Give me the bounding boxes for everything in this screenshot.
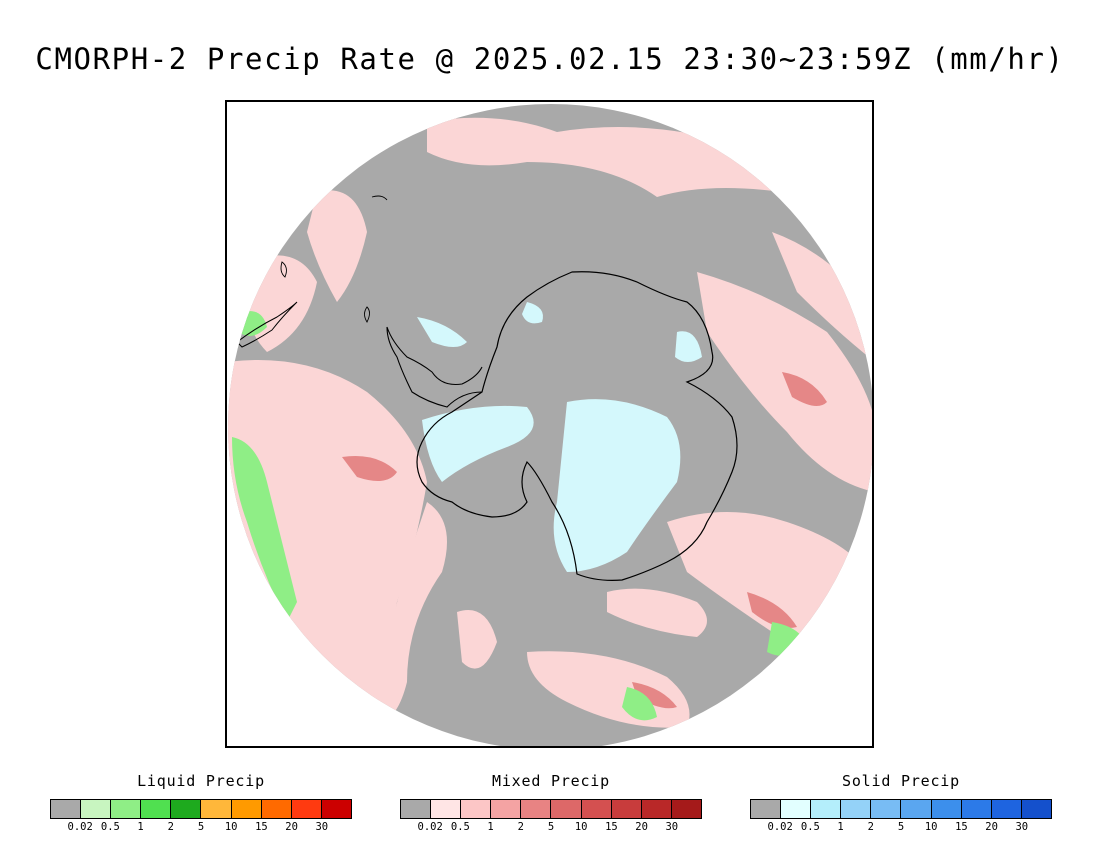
legend-swatch (991, 800, 1022, 818)
legend-colorbar (50, 799, 352, 819)
legend-tick-label: 15 (955, 821, 968, 833)
polar-precip-map (228, 104, 872, 746)
legend-tick-label: 2 (517, 821, 524, 833)
legend-tick-label: 2 (167, 821, 174, 833)
legend-ticks: 0.02 0.5 1 2 5 10 15 20 30 (400, 821, 702, 835)
legend-title: Mixed Precip (492, 772, 610, 790)
legend-tick-label: 5 (897, 821, 905, 833)
legend-tick-label: 10 (924, 821, 938, 833)
legend-tick-label: 1 (837, 821, 844, 833)
legend-tick-label: 2 (867, 821, 874, 833)
legend-tick-label: 0.02 (767, 821, 793, 833)
legend-swatch (401, 800, 432, 818)
legend-tick-label: 20 (985, 821, 998, 833)
legend-title: Solid Precip (842, 772, 960, 790)
legend-swatch (871, 800, 902, 818)
legend-tick-label: 5 (197, 821, 205, 833)
legend-swatch (141, 800, 172, 818)
legend-tick-label: 1 (487, 821, 494, 833)
legend-swatch (81, 800, 112, 818)
legend-swatch (961, 800, 992, 818)
legend-tick-label: 0.02 (67, 821, 93, 833)
solid-precip-legend: Solid Precip 0.02 0.5 1 2 5 10 15 20 30 (750, 772, 1052, 835)
legend-swatch (201, 800, 232, 818)
legend-ticks: 0.02 0.5 1 2 5 10 15 20 30 (750, 821, 1052, 835)
legend-swatch (841, 800, 872, 818)
legend-tick-label: 15 (255, 821, 268, 833)
legend-swatch (1021, 800, 1051, 818)
legend-swatch (521, 800, 552, 818)
legend-swatch (231, 800, 262, 818)
legend-swatch (431, 800, 462, 818)
legend-swatch (321, 800, 351, 818)
legend-tick-label: 30 (665, 821, 679, 833)
solid-precip-areas (417, 302, 702, 572)
legend-swatch (461, 800, 492, 818)
legend-swatch (171, 800, 202, 818)
legend-swatch (811, 800, 842, 818)
legend-swatch (581, 800, 612, 818)
legend-tick-label: 0.5 (800, 821, 820, 833)
legend-swatch (51, 800, 82, 818)
legend-swatch (751, 800, 782, 818)
legend-swatch (491, 800, 522, 818)
legend-colorbar (750, 799, 1052, 819)
mixed-precip-legend: Mixed Precip 0.02 0.5 1 2 5 10 15 20 30 (400, 772, 702, 835)
legend-swatch (291, 800, 322, 818)
map-panel (225, 100, 874, 748)
legend-tick-label: 0.5 (450, 821, 470, 833)
legend-tick-label: 1 (137, 821, 144, 833)
south-america-coastline (236, 301, 298, 348)
legend-tick-label: 30 (315, 821, 329, 833)
legend-swatch (551, 800, 582, 818)
legend-tick-label: 5 (547, 821, 555, 833)
legend-swatch (931, 800, 962, 818)
legend-swatch (781, 800, 812, 818)
legend-tick-label: 10 (224, 821, 238, 833)
antarctica-coastline (416, 271, 738, 581)
legend-tick-label: 20 (635, 821, 648, 833)
legend-swatch (261, 800, 292, 818)
legend-tick-label: 15 (605, 821, 618, 833)
liquid-precip-legend: Liquid Precip 0.02 0.5 1 2 5 10 15 20 30 (50, 772, 352, 835)
legend-title: Liquid Precip (137, 772, 265, 790)
legend-tick-label: 20 (285, 821, 298, 833)
legend-swatch (901, 800, 932, 818)
legend-tick-label: 0.5 (100, 821, 120, 833)
legend-swatch (611, 800, 642, 818)
legend-colorbar (400, 799, 702, 819)
legend-tick-label: 10 (574, 821, 588, 833)
legend-swatch (641, 800, 672, 818)
mixed-precip-moderate-areas (342, 372, 827, 709)
legend-tick-label: 30 (1015, 821, 1029, 833)
legend-tick-label: 0.02 (417, 821, 443, 833)
chart-title: CMORPH-2 Precip Rate @ 2025.02.15 23:30~… (35, 42, 1065, 76)
legend-ticks: 0.02 0.5 1 2 5 10 15 20 30 (50, 821, 352, 835)
legend-swatch (111, 800, 142, 818)
legend-swatch (671, 800, 701, 818)
antarctic-peninsula-coastline (386, 326, 483, 408)
